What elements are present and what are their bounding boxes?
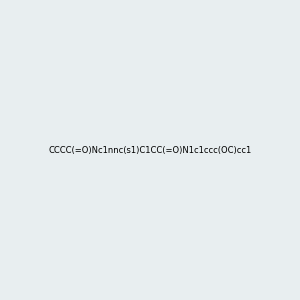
Text: CCCC(=O)Nc1nnc(s1)C1CC(=O)N1c1ccc(OC)cc1: CCCC(=O)Nc1nnc(s1)C1CC(=O)N1c1ccc(OC)cc1 (48, 146, 252, 154)
